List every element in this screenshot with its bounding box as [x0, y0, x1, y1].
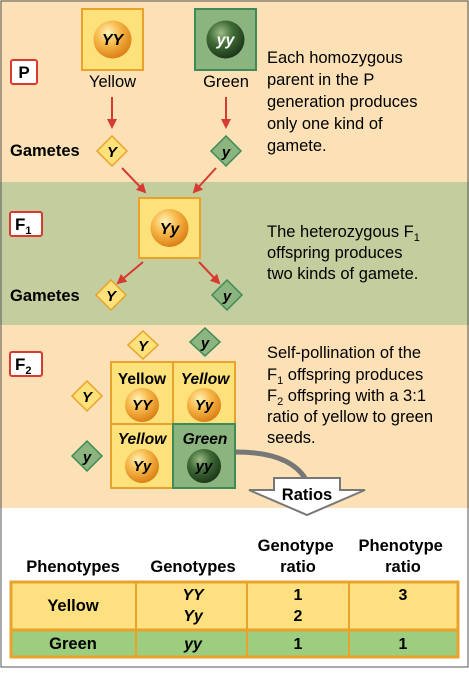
- ratios-arrow-shape: [248, 477, 366, 517]
- row-green-phenotype-ratio: 1: [399, 636, 408, 653]
- f1-desc-line-2: offspring produces: [267, 244, 402, 262]
- header-genotype-ratio: Genotype ratio: [258, 537, 339, 576]
- cell-4-genotype: yy: [195, 458, 213, 475]
- header-genotypes: Genotypes: [150, 558, 235, 576]
- cell-1-pea-icon: [125, 388, 159, 422]
- p-label-box: [10, 59, 38, 85]
- yellow-parent-label: Yellow: [89, 73, 136, 91]
- cell-2-phenotype: Yellow: [181, 371, 230, 388]
- row-yellow-genotype-ratio-2: 2: [294, 608, 303, 625]
- f2-label-box: [9, 351, 43, 377]
- p-desc-line-5: gamete.: [267, 137, 327, 155]
- green-pea-icon: [206, 20, 245, 59]
- f2-side-gamete-green: [70, 439, 104, 473]
- f2-side-gamete-green-label: y: [82, 449, 92, 466]
- row-green-bg: [9, 628, 460, 659]
- cell-4-pea-icon: [187, 449, 221, 483]
- cell-3-pea-icon: [125, 449, 159, 483]
- row-green-genotype: yy: [183, 636, 203, 653]
- f2-desc-line-5: seeds.: [267, 429, 316, 447]
- f2-top-gamete-yellow: [126, 329, 160, 361]
- f2-side-gamete-yellow: [70, 379, 104, 413]
- f1-gametes-label: Gametes: [10, 287, 80, 305]
- row-yellow-genotype-2: Yy: [183, 608, 204, 625]
- f2-side-gamete-yellow-label: Y: [82, 389, 94, 406]
- yellow-parent-genotype: YY: [102, 32, 125, 49]
- p-label: P: [18, 63, 29, 82]
- ratios-connector-arrow: [235, 449, 308, 480]
- arrow-f1-right: [198, 261, 221, 285]
- f1-pea-icon: [150, 209, 189, 247]
- p-description: Each homozygous parent in the P generati…: [267, 49, 422, 155]
- f1-gamete-yellow: [94, 278, 128, 312]
- f2-description: Self-pollination of the F1 offspring pro…: [267, 344, 438, 447]
- green-parent-genotype: yy: [216, 32, 236, 49]
- f1-gamete-yellow-label: Y: [106, 288, 118, 305]
- p-gamete-yellow: [95, 134, 129, 168]
- p-gamete-green-label: y: [221, 144, 231, 161]
- cell-4-phenotype: Green: [183, 431, 228, 448]
- cell-1-phenotype: Yellow: [118, 371, 167, 388]
- p-desc-line-2: parent in the P: [267, 71, 374, 89]
- p-gamete-green: [209, 134, 243, 168]
- arrow-f1-left: [116, 261, 144, 285]
- f2-top-gamete-yellow-label: Y: [138, 338, 150, 355]
- header-phenotype-ratio: Phenotype ratio: [359, 537, 448, 576]
- cell-3-genotype: Yy: [133, 458, 152, 475]
- p-gametes-label: Gametes: [10, 142, 80, 160]
- f2-desc-line-1: Self-pollination of the: [267, 344, 421, 362]
- f2-top-gamete-green-label: y: [200, 335, 210, 352]
- p-gamete-yellow-label: Y: [107, 144, 119, 161]
- f2-desc-line-4: ratio of yellow to green: [267, 408, 433, 426]
- ratios-label: Ratios: [282, 486, 332, 504]
- row-yellow-genotype-ratio-1: 1: [294, 587, 303, 604]
- ratio-table: Yellow YY Yy 1 2 3 Green yy 1 1: [9, 580, 460, 659]
- row-green-genotype-ratio: 1: [294, 636, 303, 653]
- f1-genotype: Yy: [160, 221, 181, 238]
- cell-1-genotype: YY: [132, 397, 154, 414]
- cell-2-pea-icon: [187, 388, 221, 422]
- row-yellow-genotype-1: YY: [182, 587, 205, 604]
- f1-gamete-green-label: y: [222, 288, 232, 305]
- f1-label-box: [9, 211, 43, 237]
- f2-label: F2: [15, 355, 32, 377]
- f1-label: F1: [15, 215, 32, 237]
- f1-desc-line-3: two kinds of gamete.: [267, 265, 418, 283]
- p-desc-line-1: Each homozygous: [267, 49, 403, 67]
- f1-description: The heterozygous F1 offspring produces t…: [267, 223, 424, 283]
- f1-gamete-green: [210, 278, 244, 312]
- p-desc-line-3: generation produces: [267, 93, 417, 111]
- row-yellow-phenotype: Yellow: [47, 597, 99, 615]
- row-yellow-phenotype-ratio: 3: [399, 587, 408, 604]
- p-desc-line-4: only one kind of: [267, 115, 383, 133]
- yellow-pea-icon: [93, 20, 132, 59]
- header-phenotypes: Phenotypes: [26, 558, 120, 576]
- f2-top-gamete-green: [188, 326, 222, 358]
- cell-2-genotype: Yy: [195, 397, 214, 414]
- arrow-gamete-to-f1-left: [121, 167, 147, 194]
- green-parent-label: Green: [203, 73, 249, 91]
- row-green-phenotype: Green: [49, 635, 97, 653]
- arrow-gamete-to-f1-right: [192, 167, 217, 194]
- cell-3-phenotype: Yellow: [118, 431, 167, 448]
- punnett-square: Yellow YY Yellow Yy Yellow Yy Green yy: [110, 361, 236, 489]
